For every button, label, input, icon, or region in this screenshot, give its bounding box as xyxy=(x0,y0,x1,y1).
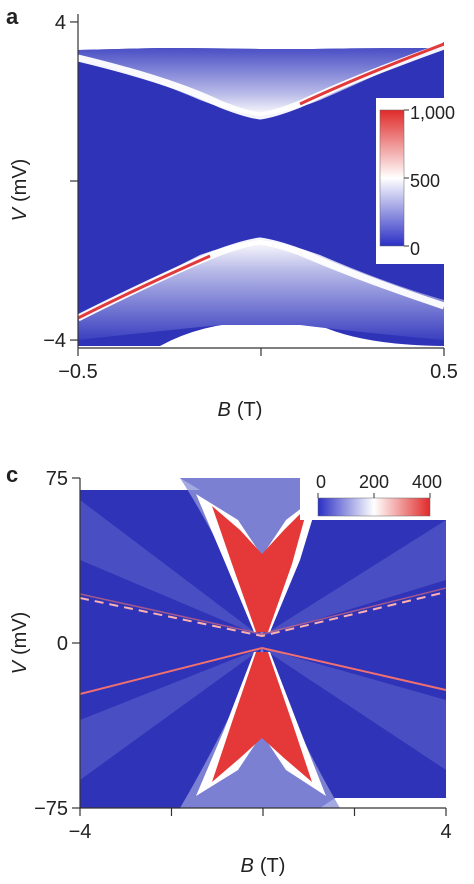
colorbar-a-tick-1000: 1,000 xyxy=(410,103,455,123)
panel-c: c xyxy=(6,460,452,877)
y-tick-label-a-0: −4 xyxy=(43,330,66,352)
panel-a-xlabel: B (T) xyxy=(218,399,263,421)
y-tick-label-c-0: −75 xyxy=(34,798,68,820)
colorbar-c-tick-0: 0 xyxy=(316,472,326,492)
colorbar-a-tick-0: 0 xyxy=(410,239,420,259)
colorbar-c-tick-200: 200 xyxy=(359,472,389,492)
y-tick-label-a-2: 4 xyxy=(55,12,66,34)
y-tick-label-c-1: 0 xyxy=(57,633,68,655)
panel-a: a 1,000 500 0 −0.5 0.5 −4 4 xyxy=(6,4,462,421)
colorbar-c-tick-400: 400 xyxy=(412,472,442,492)
panel-c-ylabel: V(mV) xyxy=(9,612,31,675)
y-tick-label-c-2: 75 xyxy=(46,468,68,490)
panel-c-xlabel: B (T) xyxy=(241,855,286,877)
panel-c-heatmap xyxy=(80,478,446,808)
x-tick-label-a-0: −0.5 xyxy=(58,361,97,383)
x-tick-label-c-4: 4 xyxy=(440,821,451,843)
axes-c: −4 4 −75 0 75 xyxy=(34,468,452,843)
colorbar-a: 1,000 500 0 xyxy=(376,98,462,264)
colorbar-c: 0 200 400 xyxy=(300,460,446,520)
panel-c-label: c xyxy=(6,462,18,487)
colorbar-a-tick-500: 500 xyxy=(410,171,440,191)
panel-a-ylabel: V(mV) xyxy=(9,159,31,222)
x-tick-label-c-0: −4 xyxy=(69,821,92,843)
x-tick-label-a-2: 0.5 xyxy=(430,361,458,383)
axes-a: −0.5 0.5 −4 4 xyxy=(43,12,458,383)
panel-a-label: a xyxy=(6,4,19,29)
